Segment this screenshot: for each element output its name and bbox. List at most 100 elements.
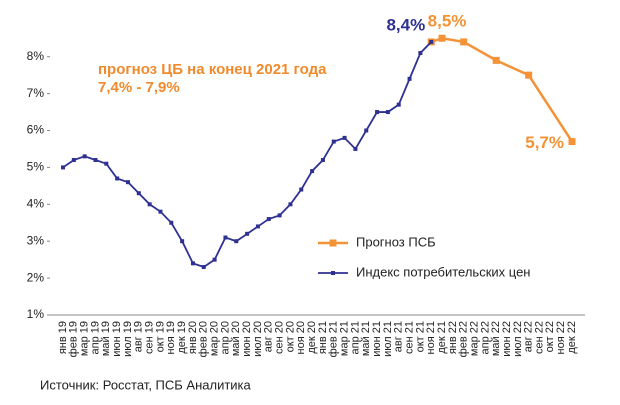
x-tick-label: ноя 19 [165,321,177,354]
x-tick-label: авг 19 [133,321,145,352]
data-point [331,139,336,144]
data-point [201,265,206,270]
data-point [245,231,250,236]
x-tick-label: авг 22 [523,321,535,352]
x-tick-label: ноя 20 [295,321,307,354]
x-tick-label: июл 21 [382,321,394,357]
x-tick-label: сен 20 [274,321,286,354]
data-point [169,220,174,225]
data-point [320,158,325,163]
y-tick-label: 1% [27,307,45,321]
x-tick-label: июн 22 [501,321,513,357]
data-point [525,71,533,79]
data-point [82,154,87,159]
x-tick-label: ноя 22 [555,321,567,354]
x-tick-label: сен 22 [533,321,545,354]
data-point [353,146,358,151]
data-point [418,51,423,56]
x-tick-label: май 20 [230,321,242,356]
legend-label: Индекс потребительских цен [356,264,530,279]
x-tick-label: апр 22 [479,321,491,354]
x-tick-label: дек 22 [566,321,578,354]
x-tick-label: июл 20 [252,321,264,357]
x-tick-label: ноя 21 [425,321,437,354]
data-point [255,224,260,229]
x-tick-label: сен 21 [403,321,415,354]
data-point [407,76,412,81]
x-tick-label: янв 22 [447,321,459,354]
y-tick-label: 4% [27,196,45,210]
x-tick-label: янв 21 [317,321,329,354]
x-tick-label: июл 19 [122,321,134,357]
data-point [429,39,434,44]
x-tick-label: дек 19 [176,321,188,354]
x-tick-label: сен 19 [144,321,156,354]
data-point [93,158,98,163]
x-tick-label: апр 20 [219,321,231,354]
x-tick-label: фев 22 [458,321,470,357]
data-point [136,191,141,196]
series-line [430,36,574,143]
data-label: 8,4% [386,15,425,34]
x-tick-label: окт 22 [544,321,556,352]
x-tick-label: окт 19 [154,321,166,352]
x-tick-label: июн 19 [111,321,123,357]
data-point [266,217,271,222]
x-tick-label: июл 22 [512,321,524,357]
x-tick-label: фев 19 [68,321,80,357]
x-tick-label: дек 21 [436,321,448,354]
legend-marker [331,271,335,275]
x-tick-label: июн 20 [241,321,253,357]
data-point [364,128,369,133]
data-point [125,180,130,185]
data-point [385,110,390,115]
annotation: 7,4% - 7,9% [98,79,180,96]
x-tick-label: фев 21 [328,321,340,357]
data-point [212,257,217,262]
x-tick-label: июн 21 [371,321,383,357]
data-label: 5,7% [525,133,564,152]
x-tick-label: авг 21 [393,321,405,352]
y-tick-label: 5% [27,160,45,174]
data-point [310,169,315,174]
x-tick-label: мар 22 [468,321,480,356]
data-point [277,213,282,218]
data-point [342,135,347,140]
data-point [61,165,65,170]
x-tick-label: окт 20 [284,321,296,352]
data-point [438,34,446,42]
data-point [180,239,185,244]
legend-marker [329,239,337,247]
x-tick-label: мар 20 [209,321,221,356]
x-tick-label: май 19 [100,321,112,356]
annotation: прогноз ЦБ на конец 2021 года [98,61,327,78]
y-tick-label: 6% [27,123,45,137]
x-tick-label: апр 21 [349,321,361,354]
y-tick-label: 8% [27,49,45,63]
data-point [234,239,239,244]
data-point [158,209,163,214]
x-tick-label: авг 20 [263,321,275,352]
data-label: 8,5% [428,12,467,31]
x-tick-label: окт 21 [414,321,426,352]
data-point [460,38,468,46]
data-point [147,202,152,207]
x-tick-label: фев 20 [198,321,210,357]
x-tick-label: мар 21 [338,321,350,356]
data-point [288,202,293,207]
data-point [375,110,380,115]
data-point [299,187,304,192]
data-point [115,176,120,181]
x-tick-label: янв 19 [57,321,69,354]
data-point [492,56,500,64]
x-tick-label: янв 20 [187,321,199,354]
data-point [71,158,76,163]
data-point [396,102,401,107]
data-point [104,161,109,166]
x-tick-label: мар 19 [79,321,91,356]
x-tick-label: май 22 [490,321,502,356]
x-tick-label: апр 19 [89,321,101,354]
source: Источник: Росстат, ПСБ Аналитика [40,377,252,392]
x-tick-label: дек 20 [306,321,318,354]
